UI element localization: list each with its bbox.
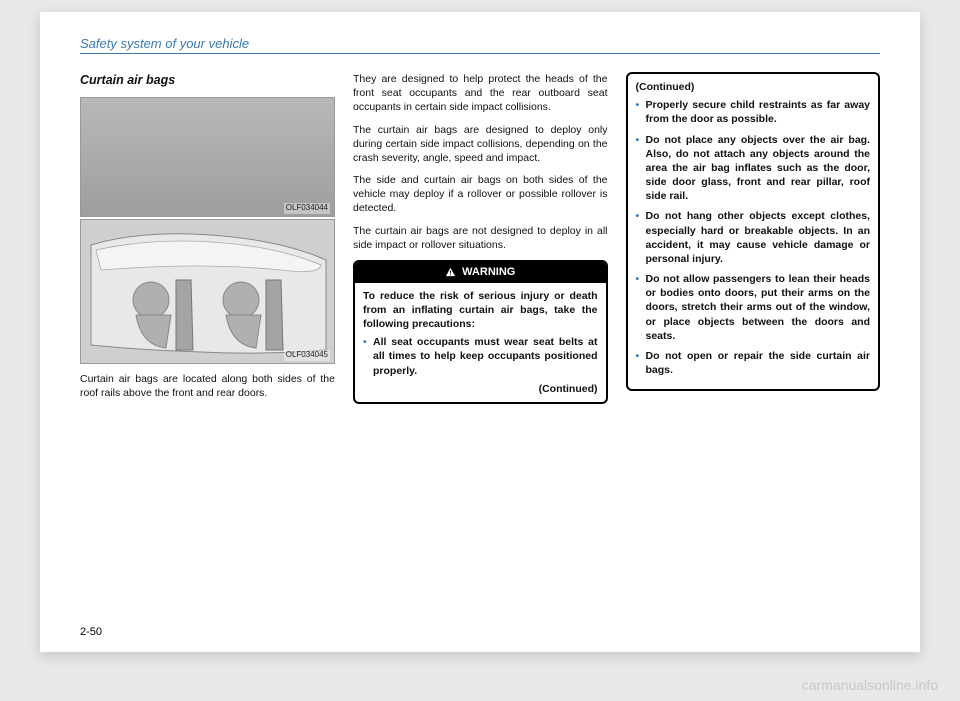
warning-item-1: All seat occupants must wear seat belts … [363,335,598,378]
col2-para3: The side and curtain air bags on both si… [353,173,608,216]
continued-item-2: Do not place any objects over the air ba… [636,133,871,204]
airbag-illustration-icon [81,220,335,364]
column-layout: Curtain air bags OLF034044 [80,72,880,408]
col1-para1: Curtain air bags are located along both … [80,372,335,400]
warning-box: WARNING To reduce the risk of serious in… [353,260,608,404]
header-rule [80,53,880,54]
section-title: Safety system of your vehicle [80,36,880,51]
figure-1-label: OLF034044 [284,203,330,214]
warning-continued: (Continued) [363,382,598,396]
continued-item-1: Properly secure child restraints as far … [636,98,871,126]
warning-intro: To reduce the risk of serious injury or … [363,289,598,332]
column-3: (Continued) Properly secure child restra… [626,72,881,408]
page-number: 2-50 [80,626,102,638]
col2-para1: They are designed to help protect the he… [353,72,608,115]
warning-title: WARNING [462,265,515,280]
column-1: Curtain air bags OLF034044 [80,72,335,408]
continued-item-4: Do not allow passengers to lean their he… [636,272,871,343]
subheading-curtain-airbags: Curtain air bags [80,72,335,89]
continued-item-3: Do not hang other objects except clothes… [636,209,871,266]
col2-para2: The curtain air bags are designed to dep… [353,123,608,166]
continued-item-5: Do not open or repair the side curtain a… [636,349,871,377]
continued-head: (Continued) [636,80,871,94]
column-2: They are designed to help protect the he… [353,72,608,408]
watermark: carmanualsonline.info [802,677,938,693]
warning-triangle-icon [445,267,456,278]
figure-2-label: OLF034045 [284,350,330,361]
manual-page: Safety system of your vehicle Curtain ai… [40,12,920,652]
figure-1: OLF034044 [80,97,335,217]
continued-box: (Continued) Properly secure child restra… [626,72,881,391]
col2-para4: The curtain air bags are not designed to… [353,224,608,252]
figure-2: OLF034045 [80,219,335,364]
warning-header: WARNING [355,262,606,283]
warning-body: To reduce the risk of serious injury or … [355,283,606,402]
